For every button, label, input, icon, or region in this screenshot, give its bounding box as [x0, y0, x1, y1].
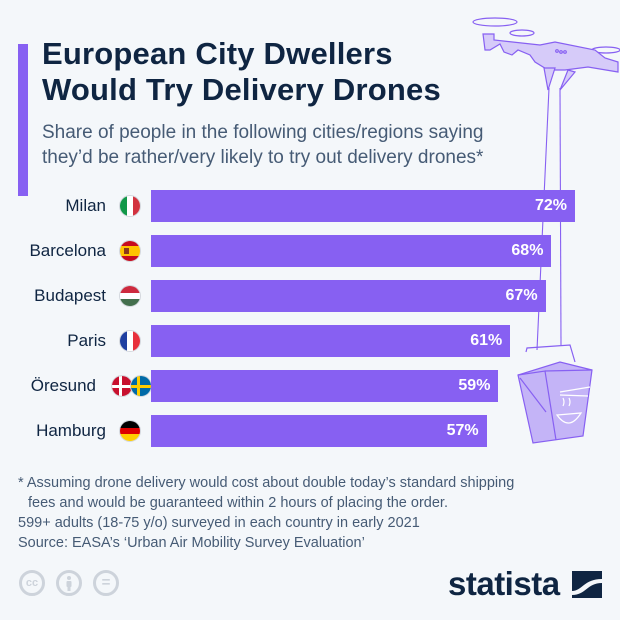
subtitle-line-1: Share of people in the following cities/… [42, 122, 484, 143]
title-line-2: Would Try Delivery Drones [42, 72, 441, 107]
chart-title: European City Dwellers Would Try Deliver… [42, 36, 441, 108]
drone-leg [559, 69, 577, 91]
title-line-1: European City Dwellers [42, 36, 393, 71]
bar[interactable]: 57% [151, 415, 487, 447]
drone-body [482, 33, 619, 73]
propeller [472, 17, 518, 27]
category-label: Öresund [30, 376, 96, 395]
bar[interactable]: 59% [151, 370, 499, 402]
data-label: 57% [446, 422, 479, 439]
drone-leg [543, 67, 556, 91]
subtitle-line-2: they’d be rather/very likely to try out … [42, 147, 484, 168]
footnote-line-2: fees and would be guaranteed within 2 ho… [28, 495, 448, 511]
cc-nd-icon[interactable]: = [93, 570, 119, 596]
category-label: Budapest [34, 286, 106, 305]
data-label: 59% [458, 377, 491, 394]
source-note: Source: EASA’s ‘Urban Air Mobility Surve… [18, 535, 365, 551]
survey-note: 599+ adults (18-75 y/o) surveyed in each… [18, 515, 420, 531]
propeller [591, 46, 620, 54]
statista-logo[interactable]: statista [448, 565, 560, 602]
germany-flag-icon [119, 420, 141, 442]
takeout-box [517, 344, 593, 444]
italy-flag-icon [119, 195, 141, 217]
data-label: 67% [505, 287, 538, 304]
chart-subtitle: Share of people in the following cities/… [42, 120, 484, 170]
bar[interactable]: 72% [151, 190, 575, 222]
footnotes: * Assuming drone delivery would cost abo… [18, 473, 514, 553]
sweden-flag-icon [130, 375, 152, 397]
spain-flag-icon [119, 240, 141, 262]
category-label: Barcelona [29, 241, 106, 260]
cc-by-icon[interactable] [56, 570, 82, 596]
bar[interactable]: 67% [151, 280, 546, 312]
category-label: Milan [65, 196, 106, 215]
france-flag-icon [119, 330, 141, 352]
bar[interactable]: 61% [151, 325, 511, 357]
data-label: 72% [534, 197, 567, 214]
bar[interactable]: 68% [151, 235, 552, 267]
statista-logo-mark-icon [572, 571, 602, 598]
propeller [509, 29, 535, 37]
category-label: Hamburg [36, 421, 106, 440]
hungary-flag-icon [119, 285, 141, 307]
person-icon [66, 576, 72, 591]
title-accent-bar [18, 44, 28, 196]
footnote-line-1: * Assuming drone delivery would cost abo… [18, 475, 515, 491]
cc-icon[interactable]: cc [19, 570, 45, 596]
data-label: 68% [511, 242, 544, 259]
category-label: Paris [67, 331, 106, 350]
data-label: 61% [470, 332, 503, 349]
